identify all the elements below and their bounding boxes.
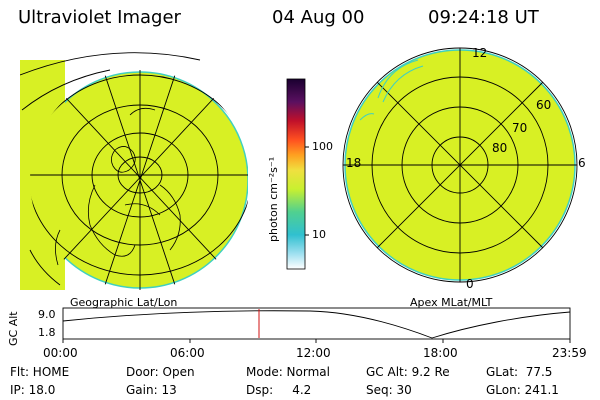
mlat-label-80: 80 [492,141,508,155]
info-seq: Seq: 30 [366,383,412,397]
altitude-xtick-0600: 06:00 [170,346,205,360]
altitude-xtick-1800: 18:00 [423,346,458,360]
colorbar [286,78,309,270]
mlt-label-0: 0 [466,277,474,291]
title: Ultraviolet Imager [18,7,181,28]
geographic-caption: Geographic Lat/Lon [70,296,178,309]
altitude-ytick-9: 9.0 [38,308,56,321]
info-mode: Mode: Normal [246,365,330,379]
info-gc-alt: GC Alt: 9.2 Re [366,365,450,379]
info-glon: GLon: 241.1 [486,383,559,397]
altitude-curve [62,310,571,339]
info-door: Door: Open [126,365,195,379]
altitude-xtick-0000: 00:00 [43,346,78,360]
info-dsp: Dsp: 4.2 [246,383,312,397]
mlat-label-70: 70 [512,121,528,135]
altitude-plot-frame [62,307,571,340]
mlt-label-6: 6 [578,156,586,170]
colorbar-scale [286,78,306,270]
mlat-label-60: 60 [536,98,552,112]
altitude-xtick-1200: 12:00 [296,346,331,360]
mlt-label-12: 12 [472,46,488,60]
altitude-ytick-1-8: 1.8 [38,326,56,339]
colorbar-tick-100: 100 [312,140,333,153]
apex-caption: Apex MLat/MLT [410,296,493,309]
info-glat: GLat: 77.5 [486,365,553,379]
colorbar-tick-10: 10 [312,228,326,241]
mlt-label-18: 18 [346,156,362,170]
info-gain: Gain: 13 [126,383,177,397]
info-flt: Flt: HOME [10,365,70,379]
date: 04 Aug 00 [272,7,365,28]
info-ip: IP: 18.0 [10,383,56,397]
altitude-xtick-2359: 23:59 [552,346,587,360]
time: 09:24:18 UT [428,7,539,28]
